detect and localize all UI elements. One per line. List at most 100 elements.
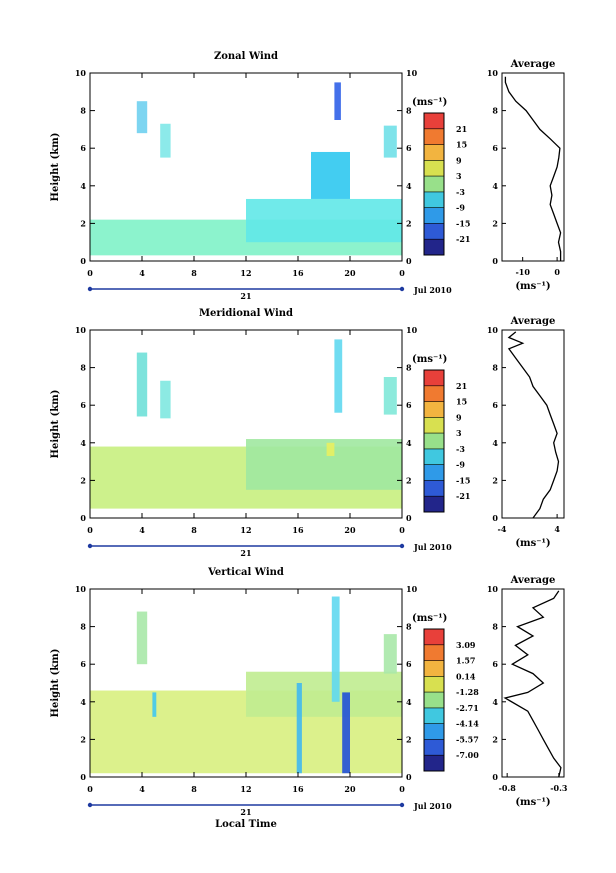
average-frame [501,329,565,519]
average-y-tick-label: 6 [492,143,498,153]
colorbar-segment [424,401,444,418]
data-region [296,683,302,774]
month-label: Jul 2010 [413,285,452,295]
colorbar-tick-label: -15 [456,475,470,485]
colorbar-segment [424,629,444,646]
y-tick-label: 6 [80,400,86,410]
colorbar-segment [424,433,444,450]
y-tick-label: 4 [80,697,86,707]
data-region [160,123,171,158]
y-tick-label-right: 8 [406,622,412,632]
y-tick-label: 8 [80,106,86,116]
data-region [383,634,397,674]
y-tick-label-right: 8 [406,363,412,373]
colorbar-segment [424,176,444,193]
average-y-tick-label: 4 [492,697,498,707]
y-tick-label: 4 [80,181,86,191]
colorbar-tick-label: 9 [456,412,462,422]
y-tick-label-right: 0 [406,256,412,266]
colorbar-frame [423,369,445,513]
colorbar-tick-label: -2.71 [456,703,479,713]
data-region [136,352,148,417]
average-title: Average [510,59,556,70]
y-tick-label: 10 [75,584,87,594]
panel-title: Meridional Wind [199,308,293,319]
y-tick-label: 6 [80,659,86,669]
colorbar-segment [424,144,444,161]
average-y-tick-label: 8 [492,622,498,632]
colorbar-unit: (ms⁻¹) [412,613,447,624]
y-tick-label-right: 10 [406,68,418,78]
date-bar-start [87,286,93,292]
average-profile-line [503,590,562,778]
average-y-tick-label: 4 [492,438,498,448]
colorbar-tick-label: -5.57 [456,734,479,744]
average-x-tick-label: 4 [554,524,560,534]
y-tick-label-right: 2 [406,734,412,744]
x-tick-label: 12 [240,784,251,794]
average-y-tick-label: 10 [487,584,499,594]
colorbar-segment [424,239,444,256]
colorbar-segment [424,480,444,497]
average-y-tick-label: 10 [487,68,499,78]
data-region [152,692,157,717]
average-frame [501,72,565,262]
y-tick-label: 2 [80,218,86,228]
colorbar-segment [424,676,444,693]
y-tick-label-right: 10 [406,325,418,335]
y-tick-label-right: 8 [406,106,412,116]
date-bar-start [87,543,93,549]
y-axis-label: Height (km) [50,649,61,718]
average-xlabel: (ms⁻¹) [515,538,550,549]
average-x-tick-label: -0.8 [499,783,517,793]
colorbar-segment [424,417,444,434]
x-axis-label: Local Time [215,819,277,830]
colorbar-tick-label: -4.14 [456,719,479,729]
colorbar-segment [424,191,444,209]
colorbar-tick-label: 15 [456,140,467,150]
data-region [331,596,340,702]
colorbar-segment [424,128,444,146]
y-tick-label-right: 2 [406,218,412,228]
average-frame [501,588,565,778]
average-xlabel: (ms⁻¹) [515,797,550,808]
y-tick-label-right: 6 [406,400,412,410]
colorbar-tick-label: 3 [456,428,462,438]
colorbar-frame [423,628,445,772]
x-tick-label: 0 [399,525,405,535]
colorbar-segment [424,707,444,725]
average-y-tick-label: 6 [492,400,498,410]
y-tick-label-right: 4 [406,697,412,707]
colorbar-segment [424,496,444,513]
date-bar-start [87,802,93,808]
data-region [334,82,341,120]
x-tick-label: 16 [292,525,304,535]
date-label: 21 [240,291,251,301]
x-tick-label: 4 [139,784,145,794]
y-tick-label: 2 [80,475,86,485]
y-tick-label-right: 4 [406,181,412,191]
average-y-tick-label: 4 [492,181,498,191]
average-title: Average [510,575,556,586]
colorbar-unit: (ms⁻¹) [412,354,447,365]
y-tick-label: 0 [80,256,86,266]
x-tick-label: 20 [344,784,356,794]
colorbar-frame [423,112,445,256]
colorbar-tick-label: -1.28 [456,687,479,697]
data-region [160,380,171,419]
colorbar-tick-label: -21 [456,234,470,244]
colorbar-tick-label: -15 [456,218,470,228]
colorbar-tick-label: 3.09 [456,640,476,650]
x-tick-label: 4 [139,525,145,535]
colorbar-segment [424,448,444,466]
y-axis-label: Height (km) [50,133,61,202]
y-tick-label: 8 [80,622,86,632]
x-tick-label: 0 [87,525,93,535]
average-y-tick-label: 2 [492,218,498,228]
y-tick-label-right: 6 [406,659,412,669]
data-region [136,611,148,665]
data-region [334,339,343,413]
average-y-tick-label: 2 [492,475,498,485]
data-region [342,692,350,774]
